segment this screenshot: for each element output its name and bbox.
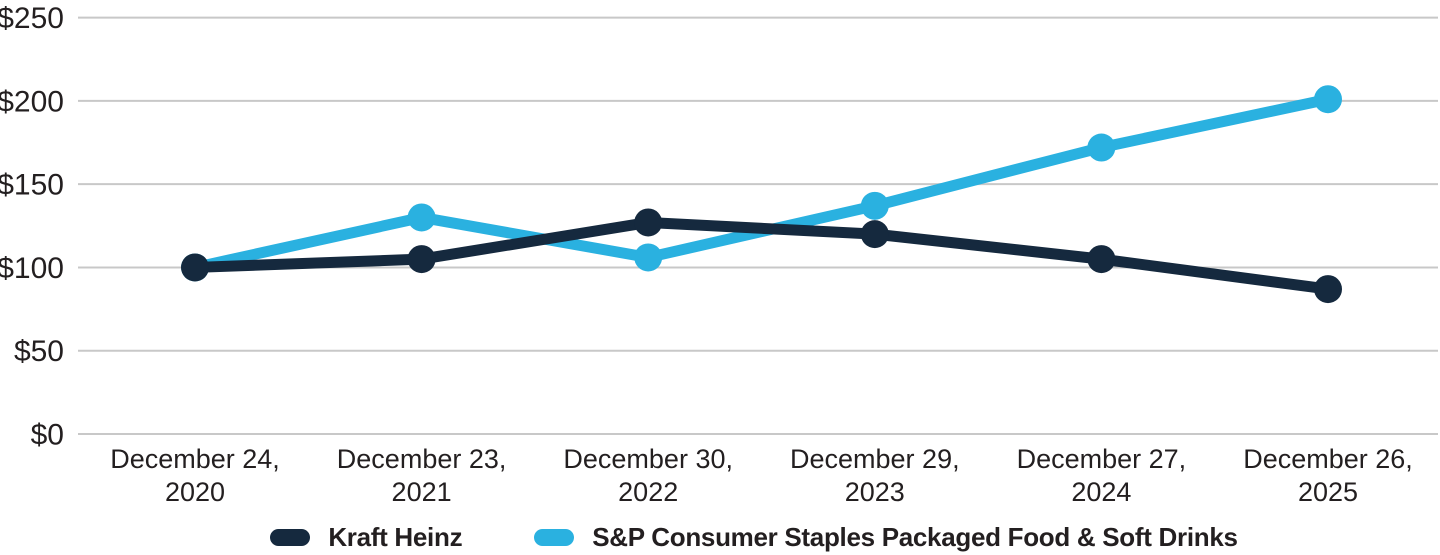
x-axis-tick-label-line1: December 30, <box>563 444 733 474</box>
kraft-heinz-line <box>189 216 1334 295</box>
x-axis-tick-label-line1: December 29, <box>790 444 960 474</box>
y-axis-tick-label: $250 <box>0 2 64 35</box>
kraft-heinz-marker <box>181 253 209 282</box>
x-axis-tick-label-line1: December 24, <box>110 444 280 474</box>
sp-consumer-staples-index-marker <box>1314 85 1342 114</box>
y-axis-tick-label: $100 <box>0 252 64 285</box>
x-axis-tick-label-line1: December 23, <box>337 444 507 474</box>
sp-consumer-staples-legend-swatch <box>534 529 575 546</box>
sp-consumer-staples-index-marker <box>1087 133 1116 162</box>
sp-consumer-staples-index-marker <box>634 243 663 272</box>
kraft-heinz-legend-label: Kraft Heinz <box>328 522 463 552</box>
y-axis-tick-label: $50 <box>14 335 64 368</box>
x-axis-tick-label-line2: 2022 <box>618 477 678 507</box>
sp-consumer-staples-index-marker <box>407 203 436 232</box>
x-axis-tick-label-line1: December 27, <box>1017 444 1187 474</box>
x-axis-tick-label-line2: 2020 <box>165 477 225 507</box>
y-axis-tick-label: $0 <box>31 419 64 452</box>
kraft-heinz-marker <box>1314 275 1342 304</box>
kraft-heinz-marker <box>634 208 663 237</box>
kraft-heinz-marker <box>407 245 436 274</box>
legend-item-sp-consumer-staples-index: S&P Consumer Staples Packaged Food & Sof… <box>534 522 1238 553</box>
sp-consumer-staples-index-marker <box>860 191 889 220</box>
kraft-heinz-legend-swatch <box>270 529 311 546</box>
legend-item-kraft-heinz: Kraft Heinz <box>270 522 463 553</box>
y-axis-tick-label: $200 <box>0 85 64 118</box>
x-axis-tick-label-line2: 2024 <box>1071 477 1131 507</box>
sp-consumer-staples-legend-label: S&P Consumer Staples Packaged Food & Sof… <box>592 522 1238 552</box>
kraft-heinz-marker <box>1087 245 1116 274</box>
x-axis-tick-label-line2: 2023 <box>845 477 905 507</box>
kraft-heinz-marker <box>860 220 889 249</box>
y-axis-tick-label: $150 <box>0 169 64 202</box>
x-axis-tick-label-line1: December 26, <box>1243 444 1413 474</box>
chart-legend: Kraft Heinz S&P Consumer Staples Package… <box>34 522 1440 553</box>
x-axis-tick-label-line2: 2021 <box>392 477 452 507</box>
x-axis-tick-label-line2: 2025 <box>1298 477 1358 507</box>
